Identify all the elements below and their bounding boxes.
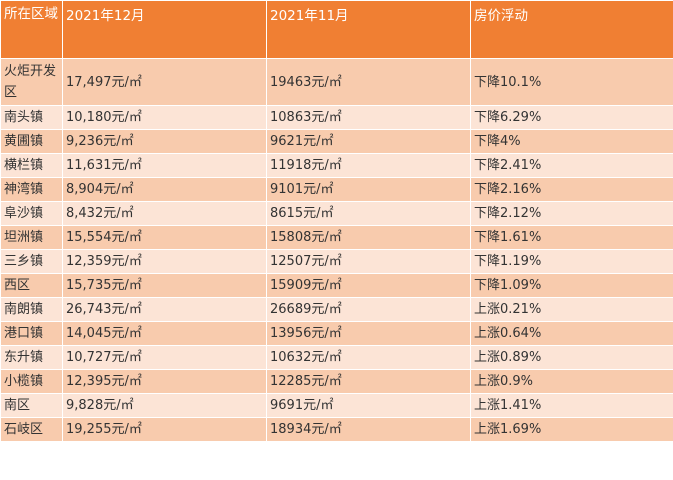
cell-dec-price: 10,180元/㎡ xyxy=(62,105,267,130)
cell-dec-price: 9,828元/㎡ xyxy=(62,393,267,418)
table-row: 火炬开发区 17,497元/㎡ 19463元/㎡ 下降10.1% xyxy=(0,58,673,106)
cell-nov-price: 18934元/㎡ xyxy=(266,417,471,442)
header-change: 房价浮动 xyxy=(470,0,673,59)
cell-region: 阜沙镇 xyxy=(0,201,63,226)
table-row: 南朗镇 26,743元/㎡ 26689元/㎡ 上涨0.21% xyxy=(0,297,673,322)
header-nov: 2021年11月 xyxy=(266,0,471,59)
table-row: 港口镇 14,045元/㎡ 13956元/㎡ 上涨0.64% xyxy=(0,321,673,346)
cell-dec-price: 10,727元/㎡ xyxy=(62,345,267,370)
table-row: 黄圃镇 9,236元/㎡ 9621元/㎡ 下降4% xyxy=(0,129,673,154)
header-region: 所在区域 xyxy=(0,0,63,59)
cell-dec-price: 8,432元/㎡ xyxy=(62,201,267,226)
cell-region: 西区 xyxy=(0,273,63,298)
cell-region: 港口镇 xyxy=(0,321,63,346)
table-row: 坦洲镇 15,554元/㎡ 15808元/㎡ 下降1.61% xyxy=(0,225,673,250)
cell-dec-price: 8,904元/㎡ xyxy=(62,177,267,202)
cell-price-change: 上涨0.9% xyxy=(470,369,673,394)
table-row: 南区 9,828元/㎡ 9691元/㎡ 上涨1.41% xyxy=(0,393,673,418)
cell-price-change: 上涨1.41% xyxy=(470,393,673,418)
cell-nov-price: 10863元/㎡ xyxy=(266,105,471,130)
cell-dec-price: 15,554元/㎡ xyxy=(62,225,267,250)
cell-nov-price: 11918元/㎡ xyxy=(266,153,471,178)
cell-price-change: 上涨0.21% xyxy=(470,297,673,322)
cell-dec-price: 14,045元/㎡ xyxy=(62,321,267,346)
cell-dec-price: 9,236元/㎡ xyxy=(62,129,267,154)
cell-price-change: 下降2.12% xyxy=(470,201,673,226)
cell-region: 石岐区 xyxy=(0,417,63,442)
cell-price-change: 上涨0.89% xyxy=(470,345,673,370)
cell-price-change: 下降1.09% xyxy=(470,273,673,298)
cell-nov-price: 12507元/㎡ xyxy=(266,249,471,274)
cell-nov-price: 9621元/㎡ xyxy=(266,129,471,154)
header-dec: 2021年12月 xyxy=(62,0,267,59)
table-row: 小榄镇 12,395元/㎡ 12285元/㎡ 上涨0.9% xyxy=(0,369,673,394)
cell-dec-price: 26,743元/㎡ xyxy=(62,297,267,322)
price-table: 所在区域 2021年12月 2021年11月 房价浮动 火炬开发区 17,497元… xyxy=(0,0,673,442)
table-row: 南头镇 10,180元/㎡ 10863元/㎡ 下降6.29% xyxy=(0,105,673,130)
table-row: 石岐区 19,255元/㎡ 18934元/㎡ 上涨1.69% xyxy=(0,417,673,442)
table-row: 神湾镇 8,904元/㎡ 9101元/㎡ 下降2.16% xyxy=(0,177,673,202)
cell-region: 南朗镇 xyxy=(0,297,63,322)
cell-nov-price: 26689元/㎡ xyxy=(266,297,471,322)
cell-nov-price: 9691元/㎡ xyxy=(266,393,471,418)
cell-nov-price: 15808元/㎡ xyxy=(266,225,471,250)
cell-price-change: 下降4% xyxy=(470,129,673,154)
table-row: 三乡镇 12,359元/㎡ 12507元/㎡ 下降1.19% xyxy=(0,249,673,274)
cell-region: 横栏镇 xyxy=(0,153,63,178)
cell-nov-price: 8615元/㎡ xyxy=(266,201,471,226)
cell-region: 黄圃镇 xyxy=(0,129,63,154)
cell-price-change: 上涨0.64% xyxy=(470,321,673,346)
cell-price-change: 下降1.19% xyxy=(470,249,673,274)
cell-region: 三乡镇 xyxy=(0,249,63,274)
cell-nov-price: 10632元/㎡ xyxy=(266,345,471,370)
cell-price-change: 下降2.16% xyxy=(470,177,673,202)
cell-dec-price: 19,255元/㎡ xyxy=(62,417,267,442)
table-row: 阜沙镇 8,432元/㎡ 8615元/㎡ 下降2.12% xyxy=(0,201,673,226)
header-row: 所在区域 2021年12月 2021年11月 房价浮动 xyxy=(0,0,673,59)
cell-region: 南头镇 xyxy=(0,105,63,130)
cell-nov-price: 19463元/㎡ xyxy=(266,58,471,106)
cell-price-change: 下降2.41% xyxy=(470,153,673,178)
cell-dec-price: 15,735元/㎡ xyxy=(62,273,267,298)
cell-price-change: 下降10.1% xyxy=(470,58,673,106)
cell-region: 火炬开发区 xyxy=(0,58,63,106)
cell-nov-price: 12285元/㎡ xyxy=(266,369,471,394)
cell-price-change: 下降1.61% xyxy=(470,225,673,250)
cell-nov-price: 15909元/㎡ xyxy=(266,273,471,298)
cell-dec-price: 11,631元/㎡ xyxy=(62,153,267,178)
table-row: 西区 15,735元/㎡ 15909元/㎡ 下降1.09% xyxy=(0,273,673,298)
cell-price-change: 上涨1.69% xyxy=(470,417,673,442)
cell-dec-price: 12,359元/㎡ xyxy=(62,249,267,274)
table-row: 东升镇 10,727元/㎡ 10632元/㎡ 上涨0.89% xyxy=(0,345,673,370)
cell-dec-price: 17,497元/㎡ xyxy=(62,58,267,106)
cell-region: 小榄镇 xyxy=(0,369,63,394)
cell-nov-price: 9101元/㎡ xyxy=(266,177,471,202)
cell-region: 南区 xyxy=(0,393,63,418)
cell-region: 坦洲镇 xyxy=(0,225,63,250)
cell-dec-price: 12,395元/㎡ xyxy=(62,369,267,394)
cell-region: 神湾镇 xyxy=(0,177,63,202)
cell-price-change: 下降6.29% xyxy=(470,105,673,130)
table-row: 横栏镇 11,631元/㎡ 11918元/㎡ 下降2.41% xyxy=(0,153,673,178)
cell-region: 东升镇 xyxy=(0,345,63,370)
cell-nov-price: 13956元/㎡ xyxy=(266,321,471,346)
